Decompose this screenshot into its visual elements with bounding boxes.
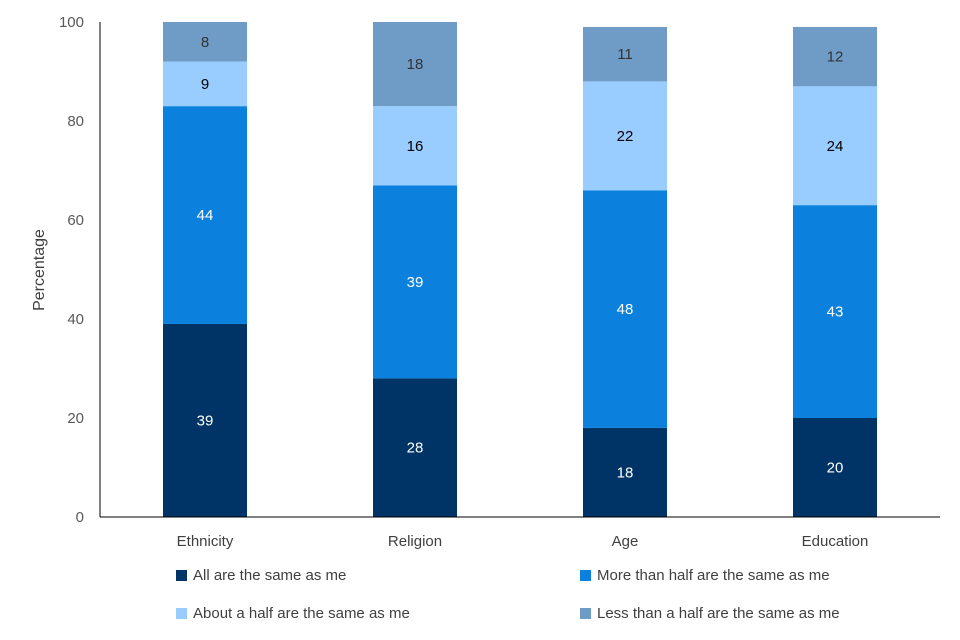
data-label: 39 [197,412,214,429]
legend-label: All are the same as me [193,567,347,584]
bar-segment [793,418,877,517]
bar-segment [583,26,667,82]
legend-swatch [176,570,187,581]
data-label: 9 [201,76,209,93]
y-tick-label: 60 [67,212,84,229]
data-label: 28 [407,440,424,457]
bar-segment [793,205,877,418]
x-tick-label: Age [612,533,639,550]
data-label: 39 [407,274,424,291]
data-label: 12 [827,49,844,66]
bar-segment [373,22,457,107]
bar-segment [583,81,667,191]
bar-segment [163,106,247,324]
bar-segment [583,190,667,428]
legend-item-more-than-half: More than half are the same as me [580,567,830,584]
y-tick-label: 80 [67,113,84,130]
x-tick-label: Religion [388,533,442,550]
bar-segment [373,185,457,379]
y-axis-title: Percentage [31,229,48,311]
bar-segment [793,86,877,206]
bar-segment [163,323,247,517]
legend-item-about-half: About a half are the same as me [176,605,410,622]
data-label: 20 [827,460,844,477]
data-label: 24 [827,138,844,155]
y-tick-label: 40 [67,311,84,328]
data-label: 48 [617,301,634,318]
bar-segment [163,61,247,107]
data-label: 18 [617,464,634,481]
data-label: 16 [407,138,424,155]
bar-segment [163,22,247,62]
y-tick-label: 100 [59,14,84,31]
data-label: 8 [201,34,209,51]
data-label: 44 [197,207,214,224]
legend-label: More than half are the same as me [597,567,830,584]
legend-swatch [580,608,591,619]
data-label: 18 [407,56,424,73]
legend-label: About a half are the same as me [193,605,410,622]
legend-swatch [580,570,591,581]
bar-segment [583,427,667,517]
x-tick-label: Education [802,533,869,550]
x-tick-label: Ethnicity [177,533,234,550]
bar-segment [793,26,877,87]
data-label: 43 [827,304,844,321]
data-label: 22 [617,128,634,145]
legend-item-all: All are the same as me [176,567,346,584]
y-tick-label: 0 [76,509,84,526]
y-tick-label: 20 [67,410,84,427]
legend-item-less-than-half: Less than a half are the same as me [580,605,840,622]
bar-segment [373,106,457,186]
legend-label: Less than a half are the same as me [597,605,840,622]
data-label: 11 [617,46,633,63]
bar-segment [373,378,457,517]
legend-swatch [176,608,187,619]
